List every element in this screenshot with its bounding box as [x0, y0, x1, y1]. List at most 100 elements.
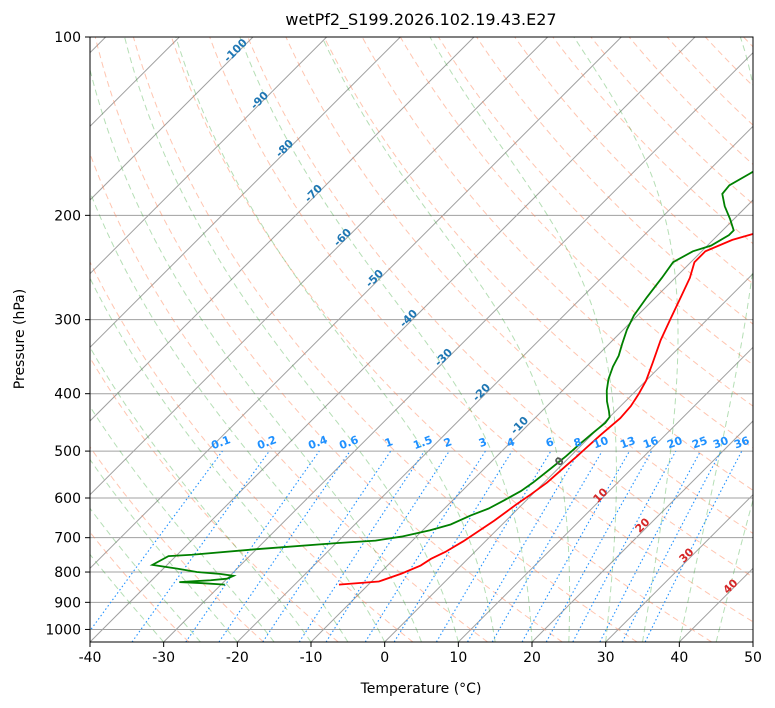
moist-adiabat-line [90, 405, 275, 642]
dry-adiabat-line [247, 37, 753, 578]
y-tick-label: 600 [54, 491, 81, 507]
y-tick-label: 100 [54, 30, 81, 46]
isotherm-gridline [531, 420, 753, 642]
temperature-profile-line [338, 233, 753, 586]
mixing-ratio-line [393, 450, 513, 642]
dry-adiabat-line [514, 37, 753, 285]
moist-adiabat-line [175, 37, 496, 642]
y-tick-label: 500 [54, 444, 81, 460]
mixing-ratio-line [545, 450, 653, 642]
x-tick-label: 30 [597, 650, 615, 666]
chart-title: wetPf2_S199.2026.102.19.43.E27 [285, 10, 556, 30]
dry-adiabat-line [323, 37, 753, 491]
moist-adiabat-line [429, 37, 617, 642]
mixing-ratio-line [467, 450, 580, 642]
mixing-ratio-line [218, 450, 351, 642]
mixing-ratio-line [90, 450, 223, 632]
plot-area [90, 37, 753, 642]
dry-adiabat-line [628, 37, 753, 166]
dry-adiabat-line [209, 37, 753, 623]
isotherm-gridline [90, 37, 254, 201]
x-tick-label: -20 [226, 650, 249, 666]
isotherm-gridline [90, 37, 475, 422]
x-tick-label: 10 [449, 650, 467, 666]
moist-adiabat-line [90, 190, 386, 642]
mixing-ratio-label: 3 [477, 435, 489, 450]
mixing-ratio-label: 20 [665, 434, 684, 452]
y-tick-label: 800 [54, 565, 81, 581]
axes: -40 -30 -20 -10 0 10 20 30 40 5010020030040050060… [45, 30, 762, 666]
isotherm-gridline [457, 346, 753, 642]
isotherm-gridline [90, 37, 328, 275]
y-tick-label: 200 [54, 208, 81, 224]
mixing-ratio-label: 1.5 [411, 433, 434, 452]
mixing-ratio-line [521, 450, 630, 642]
mixing-ratio-line [364, 450, 486, 642]
moist-adiabat-line [678, 37, 753, 642]
mixing-ratio-label: 16 [641, 434, 660, 452]
y-tick-label: 700 [54, 531, 81, 547]
moist-adiabat-line [715, 498, 753, 642]
moist-adiabat-line [90, 346, 312, 642]
y-tick-label: 400 [54, 387, 81, 403]
moist-adiabat-line [90, 507, 201, 642]
mixing-ratio-label: 36 [732, 434, 751, 452]
y-axis-label: Pressure (hPa) [12, 289, 28, 389]
mixing-ratio-label: 1 [383, 435, 395, 450]
mixing-ratio-line [572, 450, 677, 642]
moist-adiabat-line [90, 553, 165, 642]
x-tick-label: -10 [300, 650, 323, 666]
dry-adiabat-line [361, 37, 753, 449]
mixing-ratio-label: 8 [572, 435, 584, 450]
plot-frame [89, 36, 754, 643]
mixing-ratio-label: 0.2 [255, 433, 278, 452]
isotherm-gridline [236, 125, 753, 642]
moist-adiabat-line [124, 37, 459, 642]
mixing-ratio-label: 25 [690, 434, 709, 451]
moist-adiabat-line [90, 67, 422, 642]
dry-adiabat-line [94, 37, 563, 642]
moist-adiabat-line [90, 277, 349, 642]
isotherm-gridline [90, 37, 696, 642]
mixing-ratio-line [491, 450, 603, 642]
mixing-ratio-label: 30 [711, 434, 730, 452]
isotherm-gridline [90, 37, 549, 496]
mixing-ratio-label: 4 [505, 435, 517, 450]
mixing-ratio-line [131, 450, 270, 642]
dry-adiabat-line [399, 37, 753, 407]
x-axis-label: Temperature (°C) [360, 681, 482, 697]
y-tick-label: 900 [54, 595, 81, 611]
mixing-ratio-label: 13 [618, 434, 637, 451]
dry-adiabat-line [90, 260, 414, 642]
isotherm-gridline [90, 37, 622, 570]
dry-adiabat-line [90, 446, 264, 642]
moist-adiabat-line [239, 37, 533, 642]
mixing-ratio-label: 0.1 [209, 433, 232, 452]
x-tick-label: -30 [152, 650, 175, 666]
x-tick-label: 0 [380, 650, 389, 666]
dry-adiabat-line [476, 37, 753, 325]
mixing-ratio-line [185, 450, 320, 642]
dewpoint-profile-line [149, 170, 753, 586]
mixing-ratio-label: 10 [591, 434, 610, 452]
isotherm-gridline [605, 493, 753, 642]
y-tick-label: 1000 [45, 622, 81, 638]
isotherm-gridline [90, 37, 401, 349]
mixing-ratio-label: 0.4 [306, 433, 329, 452]
mixing-ratio-label: 6 [544, 435, 556, 450]
y-tick-label: 300 [54, 313, 81, 329]
mixing-ratio-line [325, 450, 450, 642]
x-tick-label: 20 [523, 650, 541, 666]
moist-adiabat-line [321, 37, 571, 642]
moist-adiabat-line [573, 37, 679, 642]
x-tick-label: -40 [79, 650, 102, 666]
isotherm-gridline [384, 272, 753, 642]
isotherm-gridline [310, 199, 753, 642]
isotherm-gridline [163, 51, 753, 642]
x-tick-label: 50 [744, 650, 762, 666]
dry-adiabat-line [132, 37, 638, 642]
mixing-ratio-label: 0.6 [337, 433, 360, 452]
moist-adiabat-line [90, 458, 238, 642]
